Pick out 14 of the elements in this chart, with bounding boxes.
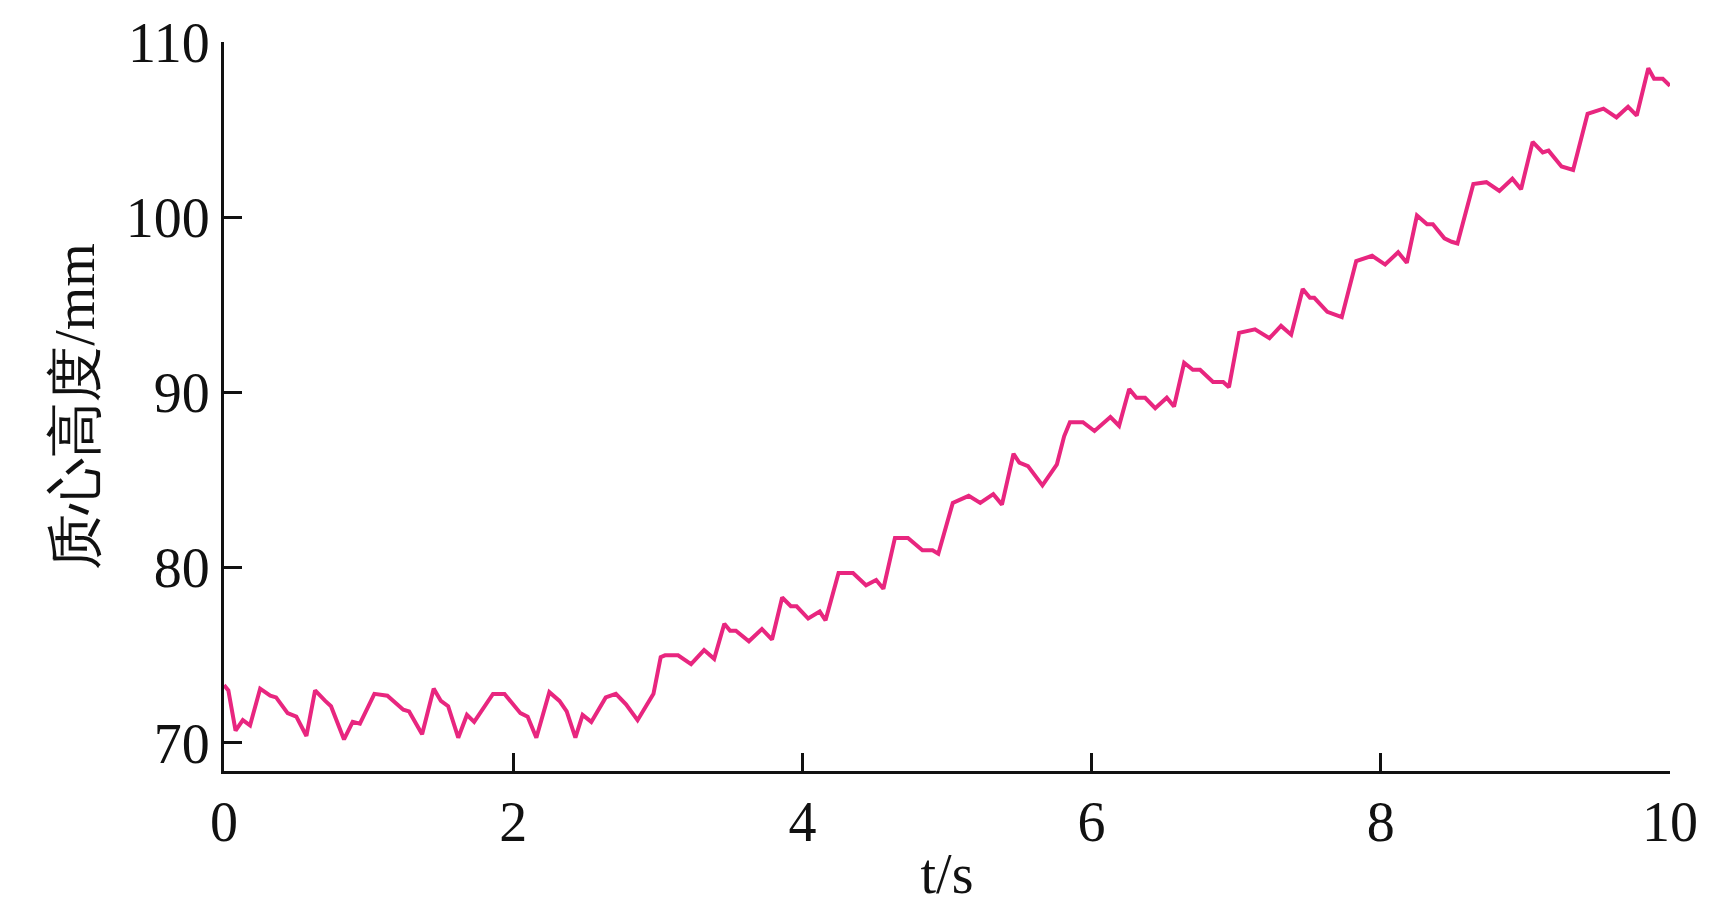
y-tick-label: 80 bbox=[153, 537, 210, 600]
y-tick-label: 100 bbox=[125, 186, 210, 249]
x-tick-label: 4 bbox=[788, 791, 817, 854]
x-tick-label: 8 bbox=[1366, 791, 1395, 854]
line-series bbox=[224, 66, 1670, 742]
x-axis-title: t/s bbox=[920, 842, 974, 905]
y-tick-label: 90 bbox=[153, 362, 210, 425]
x-tick-label: 0 bbox=[210, 791, 238, 854]
x-tick-label: 2 bbox=[499, 791, 528, 854]
x-tick-label: 10 bbox=[1642, 791, 1698, 854]
y-tick-label: 70 bbox=[153, 712, 210, 775]
y-axis-title: 质心高度/mm bbox=[43, 243, 106, 570]
x-tick-label: 6 bbox=[1077, 791, 1106, 854]
y-tick-label: 110 bbox=[127, 11, 210, 74]
